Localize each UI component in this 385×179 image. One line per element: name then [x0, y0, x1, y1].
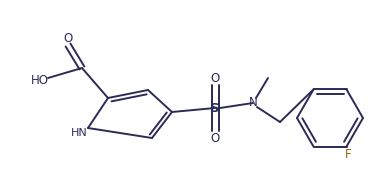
Text: S: S — [210, 101, 220, 115]
Text: O: O — [210, 71, 219, 84]
Text: O: O — [210, 132, 219, 144]
Text: N: N — [249, 96, 258, 108]
Text: O: O — [64, 32, 73, 45]
Text: HO: HO — [31, 74, 49, 86]
Text: HN: HN — [70, 128, 87, 138]
Text: F: F — [345, 148, 352, 161]
